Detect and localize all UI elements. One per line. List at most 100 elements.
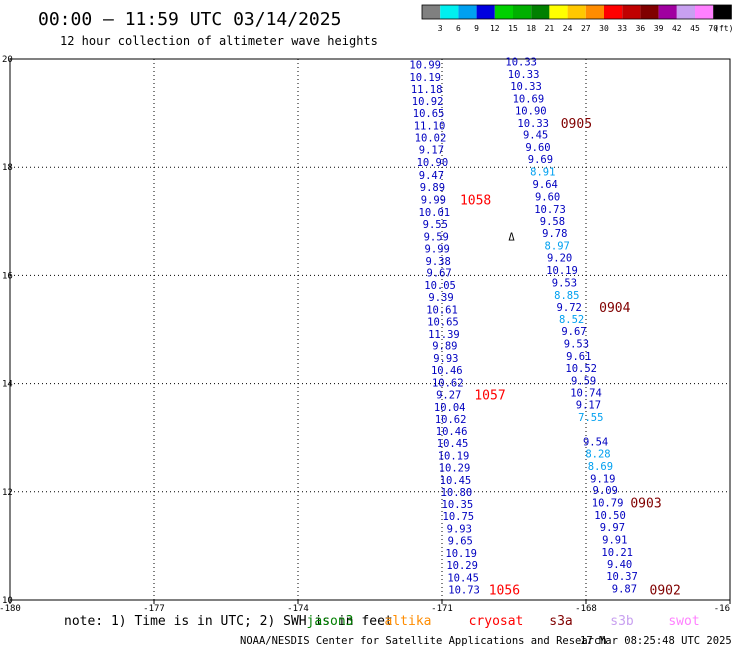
wave-height-point: 9.65 bbox=[448, 535, 473, 547]
wave-height-point: 10.46 bbox=[431, 365, 463, 377]
wave-height-point: 9.09 bbox=[593, 485, 618, 497]
wave-height-point: 10.65 bbox=[427, 316, 459, 328]
colorbar-swatch bbox=[458, 5, 477, 19]
colorbar-tick-label: 33 bbox=[617, 24, 627, 33]
wave-height-point: 10.75 bbox=[443, 511, 475, 523]
pass-time-label: 1056 bbox=[489, 584, 520, 599]
colorbar-swatch bbox=[622, 5, 641, 19]
wave-height-point: 9.99 bbox=[421, 195, 446, 207]
pass-time-label: 1057 bbox=[474, 388, 505, 403]
wave-height-point: 9.93 bbox=[433, 353, 458, 365]
wave-height-point: 10.33 bbox=[508, 69, 540, 81]
wave-height-point: 9.59 bbox=[424, 231, 449, 243]
wave-height-point: 11.39 bbox=[428, 329, 460, 341]
wave-height-point: 9.89 bbox=[432, 341, 457, 353]
wave-height-point: 8.28 bbox=[585, 448, 610, 460]
wave-height-point: 10.02 bbox=[415, 132, 447, 144]
chart-title: 00:00 – 11:59 UTC 03/14/2025 bbox=[38, 9, 341, 30]
wave-height-point: 8.91 bbox=[530, 167, 555, 179]
wave-height-point: 9.17 bbox=[576, 400, 601, 412]
wave-height-point: 9.99 bbox=[425, 243, 450, 255]
wave-height-point: 9.59 bbox=[571, 375, 596, 387]
wave-height-point: 10.35 bbox=[442, 499, 474, 511]
wave-height-point: 10.74 bbox=[570, 387, 602, 399]
colorbar-swatch bbox=[695, 5, 714, 19]
wave-height-point: 10.99 bbox=[409, 59, 441, 71]
colorbar-tick-label: 18 bbox=[526, 24, 536, 33]
colorbar-tick-label: 24 bbox=[563, 24, 573, 33]
wave-height-point: 10.33 bbox=[510, 81, 542, 93]
colorbar-swatch bbox=[513, 5, 532, 19]
wave-height-point: 10.19 bbox=[445, 548, 477, 560]
y-tick-label: 16 bbox=[2, 271, 13, 281]
satellite-legend-jason3: jason3 bbox=[307, 614, 354, 629]
wave-height-point: 10.46 bbox=[436, 426, 468, 438]
wave-height-point: 9.69 bbox=[528, 154, 553, 166]
axes: -180 -177 -174 -171 -168 -16 10 12 14 16 18 20 bbox=[0, 55, 731, 614]
colorbar-frame bbox=[421, 4, 732, 20]
colorbar-swatch bbox=[476, 5, 495, 19]
x-tick-label: -174 bbox=[287, 604, 309, 614]
colorbar-tick-label: 70 bbox=[708, 24, 718, 33]
satellite-legend: jason3 altika cryosat s3a s3b swot bbox=[307, 614, 700, 629]
wave-height-point: 9.53 bbox=[552, 277, 577, 289]
colorbar-tick-label: 21 bbox=[545, 24, 555, 33]
colorbar-unit-label: (ft) bbox=[714, 24, 733, 33]
wave-height-point: 11.10 bbox=[414, 121, 446, 133]
colorbar-tick-label: 6 bbox=[456, 24, 461, 33]
wave-height-point: 9.89 bbox=[420, 182, 445, 194]
satellite-legend-cryosat: cryosat bbox=[469, 614, 524, 629]
colorbar-swatch bbox=[531, 5, 550, 19]
data-points: 10.9910.1911.1810.9210.6511.1010.029.171… bbox=[409, 57, 637, 597]
wave-height-point: 10.90 bbox=[417, 157, 449, 169]
wave-height-point: 9.27 bbox=[436, 389, 461, 401]
y-tick-label: 14 bbox=[2, 380, 13, 390]
wave-height-point: 10.45 bbox=[440, 475, 472, 487]
colorbar-tick-label: 3 bbox=[438, 24, 443, 33]
wave-height-point: 10.04 bbox=[434, 402, 466, 414]
wave-height-point: 10.52 bbox=[565, 363, 597, 375]
x-tick-label: -171 bbox=[431, 604, 453, 614]
colorbar-swatch bbox=[440, 5, 459, 19]
wave-height-point: 7.55 bbox=[578, 412, 603, 424]
wave-height-point: 9.72 bbox=[557, 302, 582, 314]
colorbar-swatch bbox=[422, 5, 441, 19]
wave-height-point: 10.73 bbox=[534, 204, 566, 216]
wave-height-point: 10.45 bbox=[437, 438, 469, 450]
footer-timestamp: 17 Mar 08:25:48 UTC 2025 bbox=[580, 635, 732, 647]
colorbar-tick-label: 45 bbox=[690, 24, 700, 33]
wave-height-point: 10.90 bbox=[515, 105, 547, 117]
pass-time-labels: 1058 1057 1056 0905 0904 0903 0902 bbox=[460, 117, 681, 599]
wave-height-point: 10.01 bbox=[419, 207, 451, 219]
wave-height-point: 9.78 bbox=[542, 228, 567, 240]
wave-height-point: 9.38 bbox=[426, 256, 451, 268]
wave-height-point: 10.19 bbox=[409, 72, 441, 84]
wave-height-point: 9.53 bbox=[564, 339, 589, 351]
pass-time-label: 1058 bbox=[460, 194, 491, 209]
wave-height-point: 10.29 bbox=[446, 560, 478, 572]
wave-height-point: 10.62 bbox=[435, 414, 467, 426]
wave-height-point: 10.37 bbox=[606, 571, 638, 583]
colorbar-tick-label: 27 bbox=[581, 24, 591, 33]
wave-height-point: 10.19 bbox=[438, 451, 470, 463]
wave-height-point: 9.20 bbox=[547, 253, 572, 265]
wave-height-point: 10.65 bbox=[413, 108, 445, 120]
wave-height-point: 9.61 bbox=[566, 351, 591, 363]
wave-height-point: 8.85 bbox=[554, 290, 579, 302]
colorbar-swatch bbox=[658, 5, 677, 19]
satellite-legend-swot: swot bbox=[668, 614, 699, 629]
wave-height-point: 10.80 bbox=[441, 487, 473, 499]
colorbar-tick-label: 9 bbox=[474, 24, 479, 33]
wave-height-point: 9.64 bbox=[533, 179, 558, 191]
wave-height-point: 10.29 bbox=[439, 462, 471, 474]
wave-height-point: 9.93 bbox=[447, 524, 472, 536]
wave-height-point: 10.79 bbox=[592, 498, 624, 510]
wave-height-point: 10.69 bbox=[513, 93, 545, 105]
wave-height-point: 9.39 bbox=[428, 292, 453, 304]
x-tick-label: -177 bbox=[143, 604, 165, 614]
pass-time-label: 0903 bbox=[630, 497, 661, 512]
satellite-legend-altika: altika bbox=[385, 614, 432, 629]
colorbar-tick-label: 36 bbox=[636, 24, 646, 33]
wave-height-point: 9.91 bbox=[602, 534, 627, 546]
